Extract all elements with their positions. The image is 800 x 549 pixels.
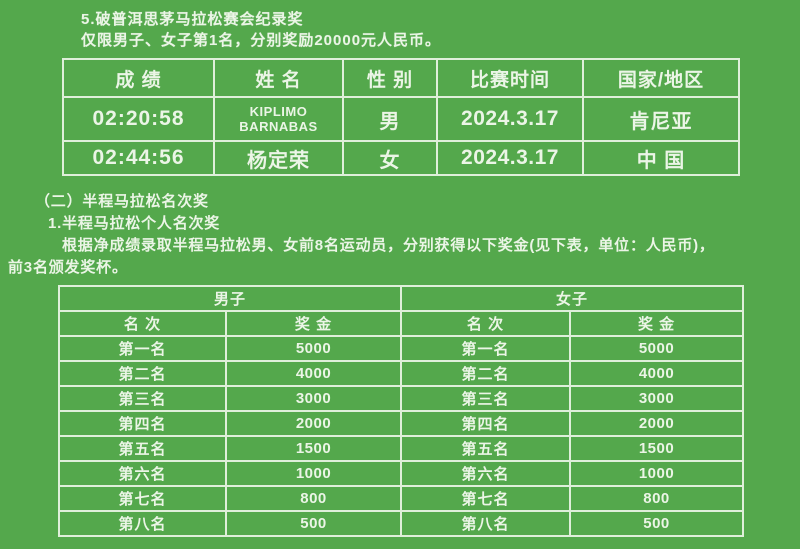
- record-header-country: 国家/地区: [582, 58, 740, 98]
- prize-header-rank-women: 名 次: [400, 310, 572, 337]
- prize-rank: 第七名: [400, 485, 572, 512]
- section-subheading: 1.半程马拉松个人名次奖: [48, 215, 221, 232]
- record-cell-gender: 女: [342, 140, 438, 176]
- prize-amount: 4000: [224, 360, 403, 387]
- prize-row-3: 第三名 3000 第三名 3000: [58, 385, 745, 412]
- record-row-men: 02:20:58 KIPLIMO BARNABAS 男 2024.3.17 肯尼…: [62, 96, 740, 142]
- prize-row-5: 第五名 1500 第五名 1500: [58, 435, 745, 462]
- record-cell-date: 2024.3.17: [436, 140, 584, 176]
- record-cell-gender: 男: [342, 96, 438, 142]
- record-row-women: 02:44:56 杨定荣 女 2024.3.17 中 国: [62, 140, 740, 176]
- prize-rank: 第六名: [400, 460, 572, 487]
- prize-rank: 第三名: [400, 385, 572, 412]
- prize-rank: 第五名: [400, 435, 572, 462]
- prize-rank: 第四名: [400, 410, 572, 437]
- prize-rank: 第一名: [58, 335, 227, 362]
- record-cell-country: 中 国: [582, 140, 740, 176]
- prize-amount: 2000: [224, 410, 403, 437]
- record-cell-name: 杨定荣: [213, 140, 344, 176]
- prize-amount: 1000: [224, 460, 403, 487]
- prize-header-amount-men: 奖 金: [224, 310, 403, 337]
- prize-amount: 3000: [224, 385, 403, 412]
- record-cell-name: KIPLIMO BARNABAS: [213, 96, 344, 142]
- prize-header-rank-men: 名 次: [58, 310, 227, 337]
- record-header-date: 比赛时间: [436, 58, 584, 98]
- prize-row-2: 第二名 4000 第二名 4000: [58, 360, 745, 387]
- prize-amount: 5000: [224, 335, 403, 362]
- prize-rank: 第二名: [58, 360, 227, 387]
- record-cell-date: 2024.3.17: [436, 96, 584, 142]
- prize-column-header-row: 名 次 奖 金 名 次 奖 金: [58, 310, 745, 337]
- prize-amount: 800: [224, 485, 403, 512]
- record-table-header-row: 成 绩 姓 名 性 别 比赛时间 国家/地区: [62, 58, 740, 98]
- prize-group-header-row: 男子 女子: [57, 285, 745, 312]
- record-cell-score: 02:20:58: [62, 96, 215, 142]
- prize-amount: 1500: [569, 435, 745, 462]
- prize-table: 男子 女子 名 次 奖 金 名 次 奖 金 第一名 5000 第一名 5000 …: [57, 285, 745, 537]
- prize-row-1: 第一名 5000 第一名 5000: [58, 335, 745, 362]
- prize-group-women: 女子: [400, 285, 745, 312]
- prize-rank: 第八名: [400, 510, 572, 537]
- prize-row-8: 第八名 500 第八名 500: [58, 510, 745, 537]
- record-cell-country: 肯尼亚: [582, 96, 740, 142]
- record-header-gender: 性 别: [342, 58, 438, 98]
- record-award-title: 5.破普洱思茅马拉松赛会纪录奖: [81, 11, 304, 28]
- prize-rank: 第八名: [58, 510, 227, 537]
- prize-rank: 第一名: [400, 335, 572, 362]
- prize-amount: 1500: [224, 435, 403, 462]
- record-award-description: 仅限男子、女子第1名，分别奖励20000元人民币。: [81, 32, 442, 49]
- prize-amount: 1000: [569, 460, 745, 487]
- half-marathon-section: （二）半程马拉松名次奖 1.半程马拉松个人名次奖 根据净成绩录取半程马拉松男、女…: [0, 191, 800, 279]
- prize-group-men: 男子: [57, 285, 403, 312]
- prize-row-4: 第四名 2000 第四名 2000: [58, 410, 745, 437]
- prize-rank: 第二名: [400, 360, 572, 387]
- section-paragraph: 根据净成绩录取半程马拉松男、女前8名运动员，分别获得以下奖金(见下表，单位：人民…: [8, 237, 715, 276]
- prize-rank: 第四名: [58, 410, 227, 437]
- prize-amount: 800: [569, 485, 745, 512]
- record-award-table: 成 绩 姓 名 性 别 比赛时间 国家/地区 02:20:58 KIPLIMO …: [62, 58, 740, 176]
- prize-header-amount-women: 奖 金: [569, 310, 745, 337]
- prize-rank: 第五名: [58, 435, 227, 462]
- prize-rank: 第七名: [58, 485, 227, 512]
- prize-amount: 3000: [569, 385, 745, 412]
- prize-amount: 500: [569, 510, 745, 537]
- prize-row-7: 第七名 800 第七名 800: [58, 485, 745, 512]
- section-heading: （二）半程马拉松名次奖: [35, 193, 209, 210]
- prize-amount: 4000: [569, 360, 745, 387]
- record-header-name: 姓 名: [213, 58, 344, 98]
- prize-amount: 5000: [569, 335, 745, 362]
- record-header-score: 成 绩: [62, 58, 215, 98]
- prize-amount: 2000: [569, 410, 745, 437]
- prize-row-6: 第六名 1000 第六名 1000: [58, 460, 745, 487]
- record-award-block: 5.破普洱思茅马拉松赛会纪录奖 仅限男子、女子第1名，分别奖励20000元人民币…: [0, 0, 800, 51]
- prize-amount: 500: [224, 510, 403, 537]
- prize-rank: 第三名: [58, 385, 227, 412]
- record-cell-score: 02:44:56: [62, 140, 215, 176]
- prize-rank: 第六名: [58, 460, 227, 487]
